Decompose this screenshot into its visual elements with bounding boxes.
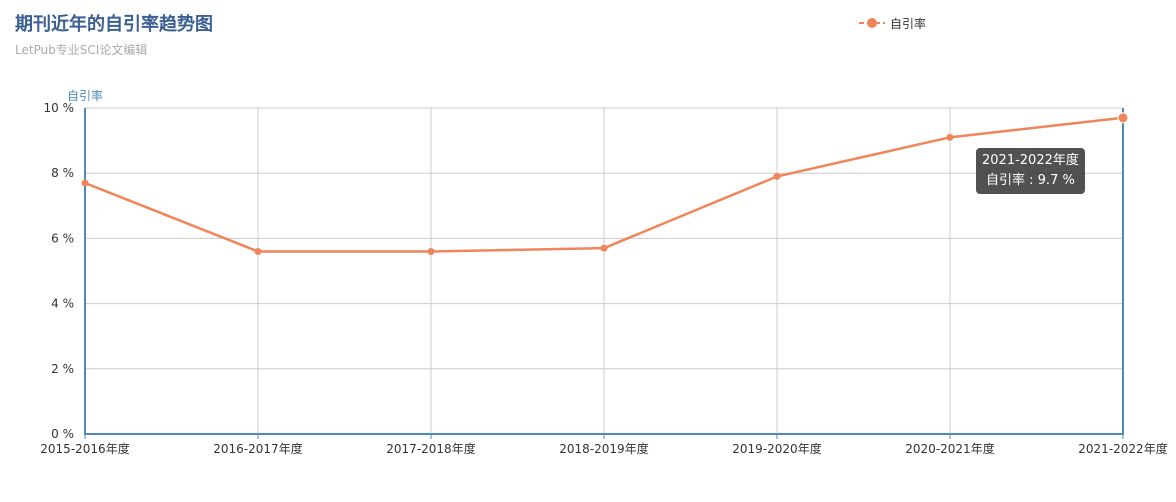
x-tick-label: 2017-2018年度 [386, 441, 475, 456]
legend-item-self-citation[interactable]: 自引率 [859, 14, 926, 32]
y-tick-label: 4 % [51, 297, 74, 311]
data-point[interactable] [773, 172, 781, 180]
data-point[interactable] [254, 247, 262, 255]
x-tick-label: 2020-2021年度 [905, 441, 994, 456]
y-tick-label: 8 % [51, 166, 74, 180]
y-axis-label: 自引率 [67, 88, 103, 103]
data-point[interactable] [81, 179, 89, 187]
tooltip-value: 自引率 : 9.7 % [986, 173, 1075, 188]
y-tick-label: 6 % [51, 231, 74, 245]
tooltip-category: 2021-2022年度 [982, 153, 1079, 168]
data-point[interactable] [1117, 112, 1129, 124]
x-tick-label: 2018-2019年度 [559, 441, 648, 456]
y-tick-label: 0 % [51, 427, 74, 441]
y-tick-label: 2 % [51, 362, 74, 376]
data-point[interactable] [600, 244, 608, 252]
legend-line-marker-icon [859, 18, 885, 28]
x-tick-label: 2015-2016年度 [40, 441, 129, 456]
chart-title: 期刊近年的自引率趋势图 [15, 14, 213, 35]
data-tooltip: 2021-2022年度 自引率 : 9.7 % [976, 148, 1085, 194]
x-tick-label: 2019-2020年度 [732, 441, 821, 456]
data-point[interactable] [946, 133, 954, 141]
legend-label: 自引率 [890, 16, 927, 31]
y-tick-label: 10 % [44, 101, 75, 115]
x-tick-label: 2016-2017年度 [213, 441, 302, 456]
x-tick-label: 2021-2022年度 [1078, 441, 1167, 456]
chart-subtitle: LetPub专业SCI论文编辑 [15, 43, 148, 57]
data-point[interactable] [427, 247, 435, 255]
